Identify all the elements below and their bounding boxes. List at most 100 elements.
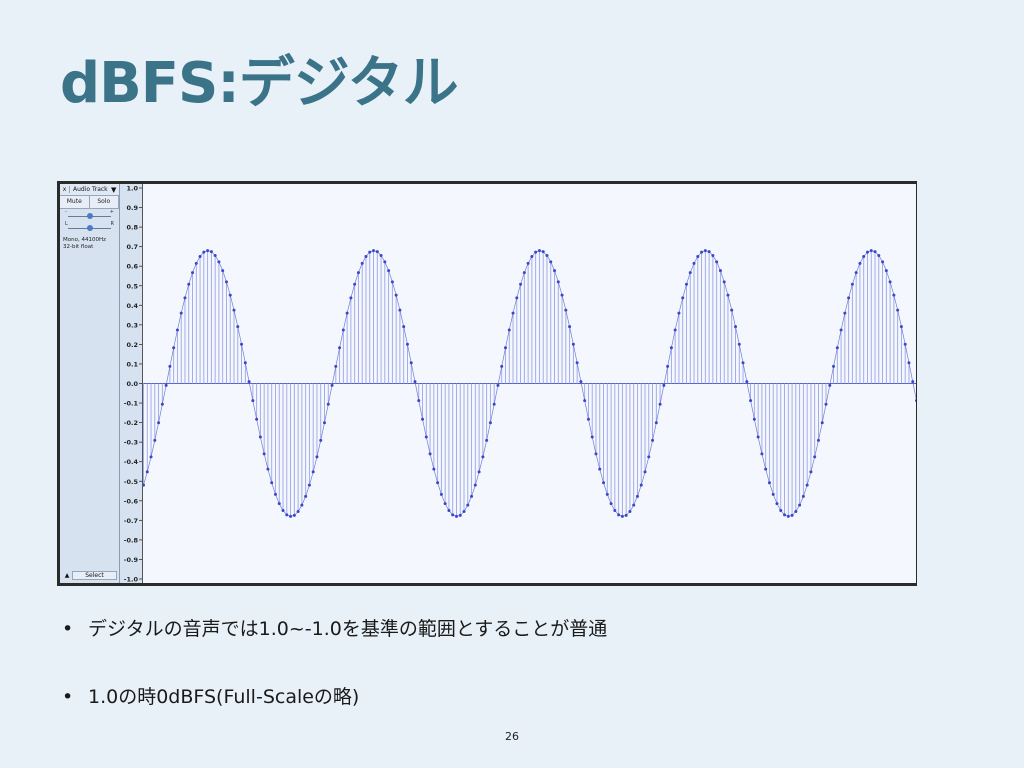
sample-point (500, 364, 504, 368)
sample-point (179, 311, 183, 315)
gain-slider[interactable]: - + (60, 209, 119, 221)
sample-point (345, 311, 349, 315)
sample-point (726, 293, 730, 297)
sample-point (635, 494, 639, 498)
sample-point (522, 271, 526, 275)
solo-button[interactable]: Solo (89, 196, 119, 208)
sample-point (892, 293, 896, 297)
close-track-button[interactable]: x (60, 186, 70, 193)
track-name-menu[interactable]: Audio Track (73, 186, 108, 193)
sample-point (598, 467, 602, 471)
sample-point (813, 455, 817, 459)
select-row: ▲ Select (62, 571, 117, 580)
sample-point (477, 470, 481, 474)
sample-point (334, 364, 338, 368)
sample-point (862, 254, 866, 258)
sample-point (752, 417, 756, 421)
waveform-area[interactable] (143, 184, 916, 583)
sample-point (488, 421, 492, 425)
select-button[interactable]: Select (72, 571, 117, 580)
collapse-arrow-icon[interactable]: ▲ (64, 572, 70, 579)
waveform-svg[interactable] (143, 184, 916, 583)
sample-point (485, 438, 489, 442)
sample-point (835, 346, 839, 350)
bullet-dot: • (62, 618, 74, 640)
sample-point (289, 514, 293, 518)
sample-point (828, 383, 832, 387)
sample-point (202, 250, 206, 254)
sample-point (255, 417, 259, 421)
sample-point (794, 510, 798, 514)
gain-slider-knob[interactable] (87, 213, 93, 219)
sample-point (496, 383, 500, 387)
track-control-panel: x Audio Track ▼ Mute Solo - + L R Mono, … (60, 184, 120, 583)
sample-point (364, 254, 368, 258)
sample-point (473, 483, 477, 487)
sample-point (715, 260, 719, 264)
sample-point (745, 380, 749, 384)
ruler-tick-label: -0.2 (124, 419, 138, 427)
sample-point (492, 402, 496, 406)
sample-point (734, 325, 738, 329)
sample-point (801, 494, 805, 498)
sample-point (571, 342, 575, 346)
sample-point (436, 481, 440, 485)
sample-point (541, 250, 545, 254)
sample-point (454, 514, 458, 518)
sample-point (145, 470, 149, 474)
audacity-track-window: x Audio Track ▼ Mute Solo - + L R Mono, … (57, 181, 917, 586)
pan-slider[interactable]: L R (60, 221, 119, 233)
sample-point (549, 260, 553, 264)
sample-point (296, 510, 300, 514)
sample-point (458, 513, 462, 517)
sample-point (568, 325, 572, 329)
sample-point (515, 296, 519, 300)
sample-point (387, 269, 391, 273)
sample-point (402, 325, 406, 329)
sample-point (884, 269, 888, 273)
sample-point (881, 260, 885, 264)
ruler-tick-label: -0.3 (124, 439, 138, 447)
sample-point (507, 328, 511, 332)
slide-title: dBFS:デジタル (60, 51, 459, 116)
sample-point (398, 308, 402, 312)
sample-point (790, 513, 794, 517)
ruler-tick-label: -0.5 (124, 478, 139, 486)
sample-point (700, 250, 704, 254)
sample-point (888, 280, 892, 284)
pan-slider-knob[interactable] (87, 225, 93, 231)
sample-point (730, 308, 734, 312)
sample-point (586, 417, 590, 421)
ruler-tick-label: 0.4 (126, 302, 138, 310)
sample-point (424, 435, 428, 439)
sample-point (372, 249, 376, 253)
sample-point (843, 311, 847, 315)
ruler-tick-label: 0.6 (126, 263, 138, 271)
sample-point (281, 509, 285, 513)
bullet-item-1: • デジタルの音声では1.0~-1.0を基準の範囲とすることが普通 (62, 614, 607, 641)
ruler-tick-label: 0.1 (126, 360, 138, 368)
ruler-tick-label: -0.6 (124, 497, 139, 505)
sample-point (277, 502, 281, 506)
ruler-tick-label: 0.9 (126, 204, 138, 212)
sample-point (688, 271, 692, 275)
sample-point (786, 514, 790, 518)
sample-point (194, 261, 198, 265)
sample-point (613, 509, 617, 513)
sample-point (153, 438, 157, 442)
sample-point (247, 380, 251, 384)
sample-point (421, 417, 425, 421)
sample-point (647, 455, 651, 459)
sample-point (273, 492, 277, 496)
sample-point (217, 260, 221, 264)
gain-minus-label: - (65, 209, 67, 215)
mute-button[interactable]: Mute (60, 196, 90, 208)
sample-point (175, 328, 179, 332)
sample-point (579, 380, 583, 384)
sample-point (300, 503, 304, 507)
page-number: 26 (505, 730, 519, 743)
chevron-down-icon[interactable]: ▼ (111, 185, 117, 194)
sample-point (383, 260, 387, 264)
ruler-tick-label: -0.4 (124, 458, 139, 466)
sample-point (270, 481, 274, 485)
